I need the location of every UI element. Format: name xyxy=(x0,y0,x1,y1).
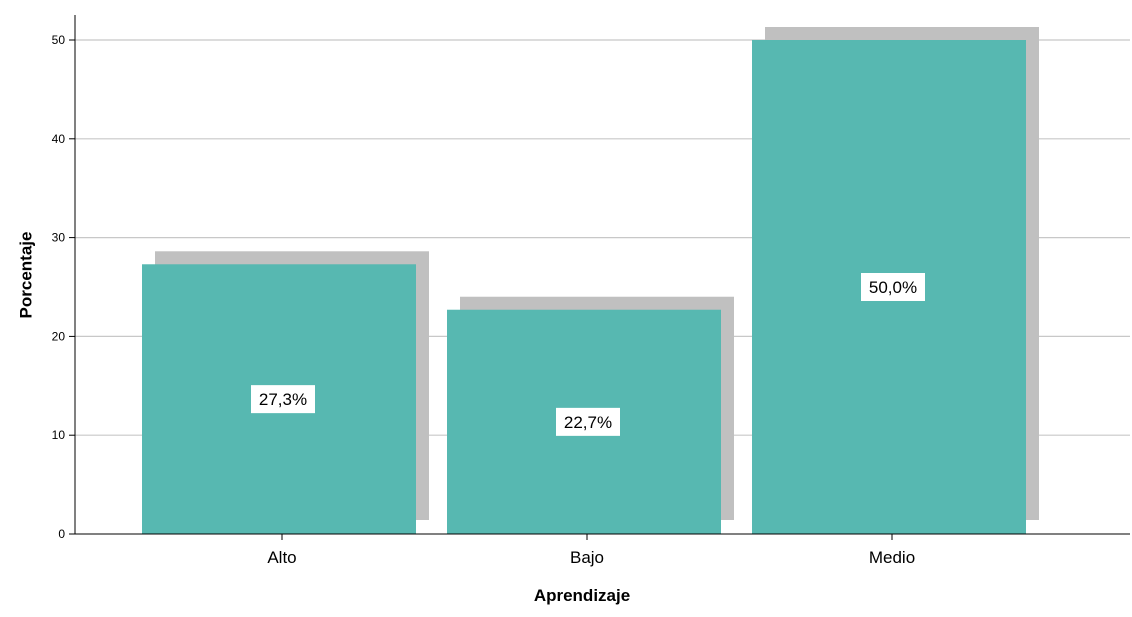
y-tick-label: 30 xyxy=(52,231,66,245)
x-tick-label: Medio xyxy=(869,548,915,567)
x-tick-label: Bajo xyxy=(570,548,604,567)
data-label: 22,7% xyxy=(564,413,612,432)
y-tick-label: 40 xyxy=(52,132,66,146)
x-tick-label: Alto xyxy=(267,548,296,567)
data-label: 27,3% xyxy=(259,390,307,409)
data-label: 50,0% xyxy=(869,278,917,297)
x-axis-title: Aprendizaje xyxy=(534,586,630,605)
y-tick-label: 0 xyxy=(58,527,65,541)
data-label-background xyxy=(861,273,925,301)
y-axis-title: Porcentaje xyxy=(16,232,35,319)
data-label-background xyxy=(251,385,315,414)
data-labels: 27,3% 22,7% 50,0% xyxy=(251,273,925,436)
y-tick-label: 50 xyxy=(52,33,66,47)
y-tick-label: 10 xyxy=(52,428,66,442)
y-tick-label: 20 xyxy=(52,329,66,343)
axes: 0 10 20 30 40 50 Alto Bajo Medio xyxy=(52,15,1130,567)
data-label-background xyxy=(556,407,620,436)
